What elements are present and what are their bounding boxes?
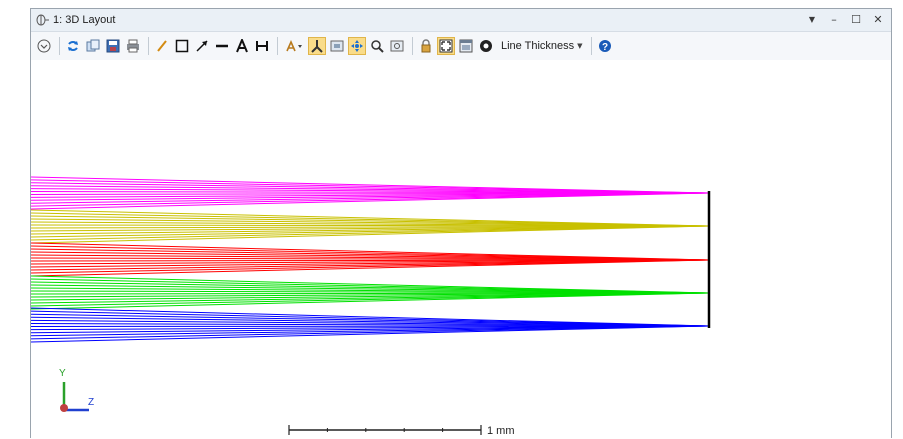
chevron-down-icon: ▼ — [577, 42, 583, 50]
ray — [31, 307, 710, 327]
copy-button[interactable] — [84, 37, 102, 55]
ray — [31, 221, 710, 227]
ray — [31, 290, 710, 294]
ray-fan-field-3 — [31, 242, 710, 277]
y-axis-label: Y — [59, 368, 66, 379]
ray — [31, 259, 710, 277]
help-button[interactable]: ? — [596, 37, 614, 55]
pan-icon — [351, 40, 363, 52]
settings-icon — [37, 39, 51, 53]
toolbar-separator — [277, 37, 278, 55]
dimension-icon — [256, 41, 268, 51]
ray — [31, 224, 710, 227]
toolbar: Line Thickness ▼ ? — [31, 32, 891, 61]
scale-bar: 1 mm — [288, 425, 515, 437]
layers-icon — [480, 40, 492, 52]
ray — [31, 325, 710, 334]
ray — [31, 316, 710, 327]
text-button[interactable] — [233, 37, 251, 55]
print-icon — [127, 39, 139, 53]
line-icon — [216, 44, 228, 48]
ray-trace-plot: YZ1 mm — [31, 176, 711, 437]
pencil-icon — [157, 40, 167, 52]
ray — [31, 225, 710, 244]
draw-line-button[interactable] — [213, 37, 231, 55]
svg-text:?: ? — [602, 42, 608, 53]
close-button[interactable]: ✕ — [873, 12, 883, 26]
toolbar-separator — [148, 37, 149, 55]
zoom-button[interactable] — [368, 37, 386, 55]
zoom-window-button[interactable] — [388, 37, 406, 55]
toolbar-separator — [590, 37, 592, 55]
window-icon — [459, 39, 473, 53]
ray — [31, 254, 710, 261]
line-thickness-dropdown[interactable]: Line Thickness ▼ — [497, 37, 587, 55]
rotate-icon — [286, 40, 302, 52]
ray-fan-field-4 — [31, 275, 710, 310]
ray — [31, 319, 710, 327]
lock-button[interactable] — [417, 37, 435, 55]
ray — [31, 287, 710, 294]
settings-button[interactable] — [35, 37, 53, 55]
fullscreen-button[interactable] — [437, 37, 455, 55]
pan-button[interactable] — [348, 37, 366, 55]
arrow-icon — [196, 40, 208, 52]
maximize-button[interactable]: ☐ — [851, 12, 861, 26]
ray — [31, 310, 710, 327]
fullscreen-icon — [439, 39, 453, 53]
refresh-icon — [68, 41, 78, 51]
zoom-icon — [371, 40, 384, 53]
window-title: 1: 3D Layout — [53, 14, 116, 26]
draw-pencil-button[interactable] — [153, 37, 171, 55]
axes-icon — [311, 40, 323, 53]
draw-arrow-button[interactable] — [193, 37, 211, 55]
layout-app-icon — [36, 14, 49, 26]
ray — [31, 325, 710, 343]
axes-view-button[interactable] — [308, 37, 326, 55]
fit-icon — [330, 40, 344, 52]
ray-fan-field-5 — [31, 307, 710, 343]
ray — [31, 259, 710, 262]
window-layout-button[interactable] — [457, 37, 475, 55]
ray — [31, 325, 710, 337]
title-bar: 1: 3D Layout ▼ – ☐ ✕ — [31, 9, 891, 32]
window-menu-button[interactable]: ▼ — [808, 14, 816, 24]
toolbar-separator — [412, 37, 413, 55]
ray — [31, 325, 710, 331]
ray — [31, 292, 710, 295]
rotate-button[interactable] — [282, 37, 306, 55]
ray — [31, 292, 710, 310]
ray — [31, 325, 710, 327]
minimize-button[interactable]: – — [831, 12, 837, 26]
save-icon — [106, 39, 120, 53]
ray — [31, 325, 710, 340]
dimension-button[interactable] — [253, 37, 271, 55]
rectangle-icon — [175, 39, 189, 53]
line-thickness-label: Line Thickness — [501, 40, 575, 52]
scale-bar-label: 1 mm — [487, 425, 515, 437]
layout-window: 1: 3D Layout ▼ – ☐ ✕ — [30, 8, 892, 439]
x-axis-marker — [60, 404, 68, 412]
ray — [31, 313, 710, 327]
ray-fan-field-2 — [31, 209, 710, 244]
save-button[interactable] — [104, 37, 122, 55]
copy-icon — [86, 39, 100, 52]
fit-view-button[interactable] — [328, 37, 346, 55]
text-icon — [236, 39, 248, 53]
draw-rectangle-button[interactable] — [173, 37, 191, 55]
lock-icon — [421, 39, 431, 53]
ray — [31, 192, 710, 210]
axis-triad: YZ — [59, 368, 94, 412]
layers-button[interactable] — [477, 37, 495, 55]
zoom-window-icon — [390, 40, 404, 52]
help-icon: ? — [598, 40, 611, 53]
ray — [31, 257, 710, 261]
z-axis-label: Z — [88, 397, 94, 408]
print-button[interactable] — [124, 37, 142, 55]
toolbar-separator — [59, 37, 60, 55]
refresh-button[interactable] — [64, 37, 82, 55]
ray-fan-field-1 — [31, 176, 710, 210]
ray — [31, 218, 710, 227]
